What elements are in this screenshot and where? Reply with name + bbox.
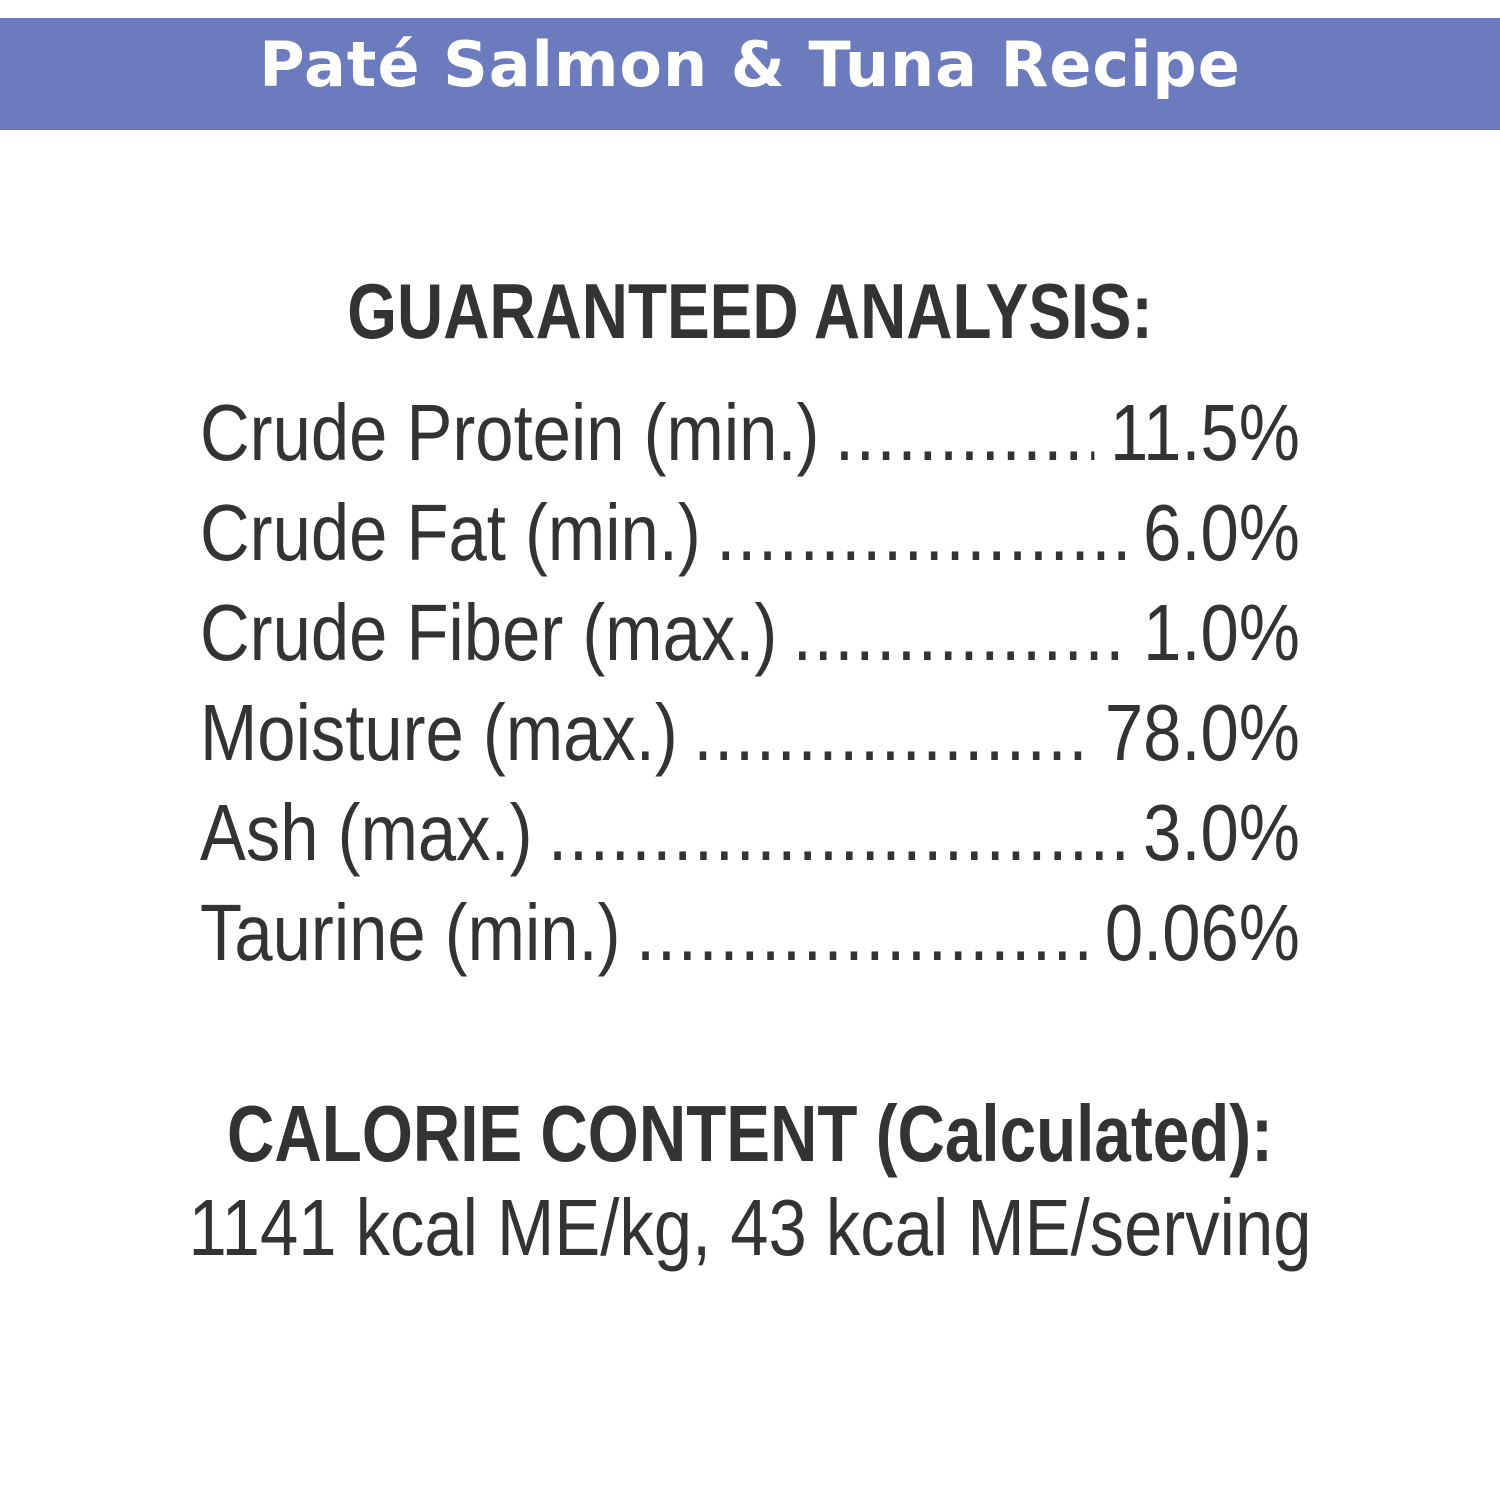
dot-leader (636, 883, 1089, 983)
dot-leader (716, 483, 1127, 583)
recipe-title: Paté Salmon & Tuna Recipe (259, 27, 1241, 101)
nutrient-value: 11.5% (1109, 388, 1300, 477)
nutrient-label: Taurine (min.) (200, 888, 621, 977)
guaranteed-analysis-heading: GUARANTEED ANALYSIS: (347, 267, 1153, 355)
nutrient-label: Ash (max.) (200, 788, 533, 877)
dot-leader (835, 383, 1095, 483)
calorie-content-value: 1141 kcal ME/kg, 43 kcal ME/serving (188, 1183, 1312, 1272)
nutrient-value: 78.0% (1104, 688, 1300, 777)
nutrient-label: Crude Protein (min.) (200, 388, 820, 477)
analysis-row: Crude Fat (min.) 6.0% (200, 483, 1300, 583)
nutrient-value: 3.0% (1143, 788, 1300, 877)
dot-leader (793, 583, 1128, 683)
calorie-content-heading: CALORIE CONTENT (Calculated): (227, 1089, 1273, 1178)
nutrient-label: Moisture (max.) (200, 688, 678, 777)
nutrient-value: 0.06% (1104, 888, 1300, 977)
analysis-row: Taurine (min.) 0.06% (200, 883, 1300, 983)
dot-leader (548, 783, 1128, 883)
nutrient-value: 6.0% (1143, 488, 1300, 577)
analysis-row: Moisture (max.) 78.0% (200, 683, 1300, 783)
analysis-row: Crude Fiber (max.) 1.0% (200, 583, 1300, 683)
title-banner: Paté Salmon & Tuna Recipe (0, 18, 1500, 130)
analysis-row: Ash (max.) 3.0% (200, 783, 1300, 883)
nutrient-label: Crude Fiber (max.) (200, 588, 778, 677)
nutrient-value: 1.0% (1143, 588, 1300, 677)
nutrient-label: Crude Fat (min.) (200, 488, 701, 577)
analysis-table: Crude Protein (min.) 11.5% Crude Fat (mi… (200, 383, 1300, 983)
analysis-row: Crude Protein (min.) 11.5% (200, 383, 1300, 483)
dot-leader (693, 683, 1089, 783)
